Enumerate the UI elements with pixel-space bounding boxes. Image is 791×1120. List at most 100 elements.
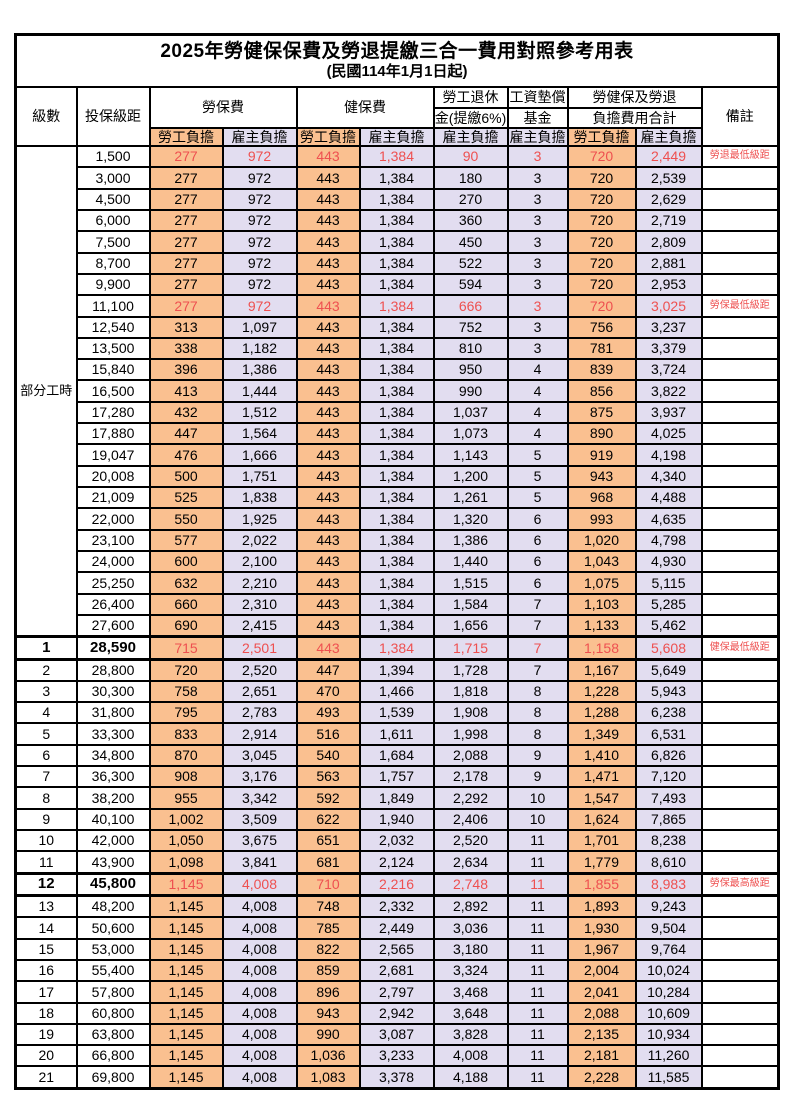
level-cell: 11 xyxy=(14,850,78,875)
remark-cell xyxy=(700,379,780,403)
fee-cell: 3,675 xyxy=(221,828,298,853)
remark-cell xyxy=(700,980,780,1004)
table-row: 1 28,590 715 2,501 443 1,384 1,715 7 1,158 5,608 健… xyxy=(14,635,780,661)
fee-cell: 277 xyxy=(148,144,224,169)
fee-cell: 540 xyxy=(295,743,361,768)
fee-cell: 1,386 xyxy=(221,358,298,382)
level-cell: 6 xyxy=(14,743,78,768)
title-cell: 2025年勞健保保費及勞退提繳三合一費用對照參考用表 (民國114年1月1日起) xyxy=(14,33,780,88)
fee-cell: 1,384 xyxy=(358,251,435,275)
bracket-cell: 1,500 xyxy=(75,144,151,169)
col-header-labor-insurance: 勞保費 xyxy=(148,86,298,129)
bracket-cell: 60,800 xyxy=(75,1001,151,1025)
remark-cell xyxy=(700,1022,780,1047)
fee-cell: 870 xyxy=(148,743,224,768)
fee-cell: 550 xyxy=(148,507,224,531)
table-row: 9 40,100 1,002 3,509 622 1,940 2,406 10 1,624 7,8… xyxy=(14,807,780,832)
fee-cell: 968 xyxy=(566,485,637,510)
remark-cell xyxy=(700,208,780,233)
fee-cell: 4,488 xyxy=(634,485,703,510)
fee-cell: 3 xyxy=(506,187,569,211)
fee-cell: 3 xyxy=(506,251,569,275)
fee-cell: 432 xyxy=(148,400,224,425)
fee-cell: 1,751 xyxy=(221,464,298,489)
fee-cell: 443 xyxy=(295,294,361,318)
fee-cell: 90 xyxy=(432,144,509,169)
table-row: 19 63,800 1,145 4,008 990 3,087 3,828 11 2,135 10… xyxy=(14,1022,780,1047)
subheader-total-employee: 勞工負擔 xyxy=(566,127,637,147)
col-header-total-line2: 負擔費用合計 xyxy=(566,107,703,129)
fee-cell: 2,332 xyxy=(358,894,435,919)
fee-cell: 2,181 xyxy=(566,1044,637,1068)
table-row: 6,000 277 972 443 1,384 360 3 720 2,719 xyxy=(16,208,780,233)
fee-cell: 5,943 xyxy=(634,679,703,704)
level-cell: 3 xyxy=(14,679,78,704)
fee-cell: 752 xyxy=(432,315,509,339)
fee-cell: 4,198 xyxy=(634,443,703,467)
fee-cell: 972 xyxy=(221,187,298,211)
fee-cell: 6 xyxy=(506,507,569,531)
fee-cell: 4,008 xyxy=(221,1022,298,1047)
col-header-total-line1: 勞健保及勞退 xyxy=(566,86,703,109)
fee-cell: 5,462 xyxy=(634,613,703,638)
col-header-level: 級數 xyxy=(14,86,78,147)
fee-cell: 2,032 xyxy=(358,828,435,853)
table-row: 8 38,200 955 3,342 592 1,849 2,292 10 1,547 7,493 xyxy=(14,786,780,810)
bracket-cell: 27,600 xyxy=(75,613,151,638)
fee-cell: 360 xyxy=(432,208,509,233)
bracket-cell: 3,000 xyxy=(75,166,151,190)
table-row: 部分工時 1,500 277 972 443 1,384 90 3 720 2,449 勞退最低級距 xyxy=(14,144,780,638)
remark-cell xyxy=(700,422,780,446)
table-row: 17 57,800 1,145 4,008 896 2,797 3,468 11 2,041 10… xyxy=(14,980,780,1004)
fee-cell: 3,324 xyxy=(432,958,509,983)
fee-cell: 2,100 xyxy=(221,549,298,574)
fee-cell: 443 xyxy=(295,443,361,467)
fee-cell: 1,471 xyxy=(566,765,637,789)
remark-cell xyxy=(700,765,780,789)
bracket-cell: 24,000 xyxy=(75,549,151,574)
fee-cell: 443 xyxy=(295,592,361,616)
fee-cell: 4,008 xyxy=(432,1044,509,1068)
table-row: 8,700 277 972 443 1,384 522 3 720 2,881 xyxy=(16,251,780,275)
fee-cell: 443 xyxy=(295,528,361,552)
fee-cell: 3,036 xyxy=(432,916,509,940)
fee-cell: 720 xyxy=(566,251,637,275)
remark-cell xyxy=(700,230,780,254)
fee-cell: 1,158 xyxy=(566,635,637,661)
fee-cell: 1,757 xyxy=(358,765,435,789)
fee-cell: 856 xyxy=(566,379,637,403)
fee-cell: 1,893 xyxy=(566,894,637,919)
fee-cell: 443 xyxy=(295,400,361,425)
fee-cell: 313 xyxy=(148,315,224,339)
fee-cell: 4,188 xyxy=(432,1065,509,1090)
bracket-cell: 42,000 xyxy=(75,828,151,853)
fee-cell: 3,724 xyxy=(634,358,703,382)
level-cell: 21 xyxy=(14,1065,78,1090)
remark-cell xyxy=(700,528,780,552)
fee-cell: 4 xyxy=(506,422,569,446)
fee-cell: 443 xyxy=(295,358,361,382)
fee-cell: 1,133 xyxy=(566,613,637,638)
bracket-cell: 69,800 xyxy=(75,1065,151,1090)
fee-cell: 2,210 xyxy=(221,571,298,595)
remark-cell: 健保最低級距 xyxy=(700,635,780,661)
fee-cell: 1,728 xyxy=(432,658,509,682)
level-cell: 2 xyxy=(14,658,78,682)
fee-cell: 277 xyxy=(148,272,224,297)
fee-cell: 594 xyxy=(432,272,509,297)
remark-cell xyxy=(700,679,780,704)
fee-cell: 2,041 xyxy=(566,980,637,1004)
bracket-cell: 26,400 xyxy=(75,592,151,616)
bracket-cell: 34,800 xyxy=(75,743,151,768)
fee-cell: 277 xyxy=(148,251,224,275)
bracket-cell: 28,590 xyxy=(75,635,151,661)
fee-cell: 972 xyxy=(221,144,298,169)
fee-cell: 1,849 xyxy=(358,786,435,810)
bracket-cell: 9,900 xyxy=(75,272,151,297)
fee-cell: 1,998 xyxy=(432,722,509,746)
fee-cell: 7,865 xyxy=(634,807,703,832)
remark-cell xyxy=(700,807,780,832)
fee-cell: 522 xyxy=(432,251,509,275)
level-cell: 15 xyxy=(14,937,78,961)
fee-cell: 943 xyxy=(566,464,637,489)
